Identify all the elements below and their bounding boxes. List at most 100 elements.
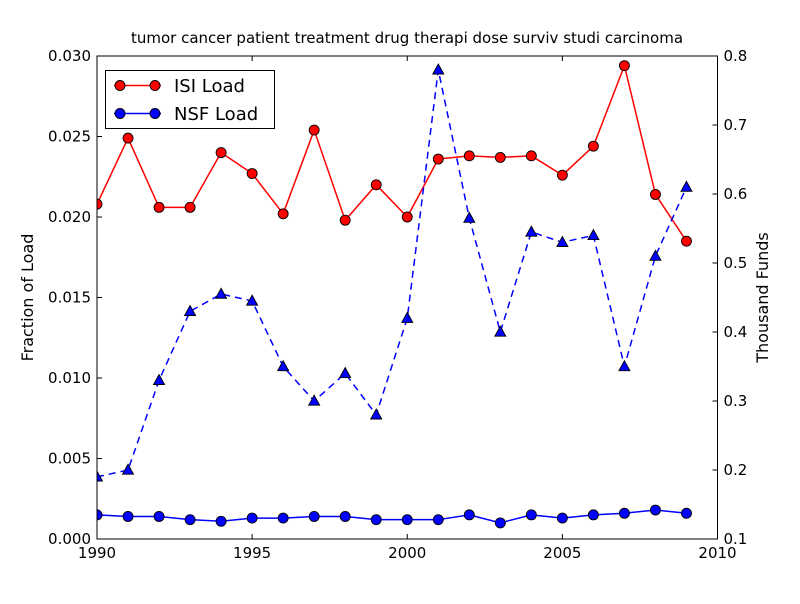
x-tick-label: 2000 [388,544,426,562]
data-point-marker [246,168,258,179]
data-point-marker [214,287,228,299]
data-point-marker [587,140,599,152]
x-tick-label: 2010 [698,544,736,562]
data-point-marker [432,514,444,526]
data-point-marker [401,514,413,526]
data-point-marker [681,235,692,247]
series-nsf-load [97,504,692,529]
data-point-marker [184,201,196,213]
data-point-marker [338,366,352,379]
data-point-marker [307,394,321,406]
x-tick-label: 1990 [78,544,116,562]
data-point-marker [556,169,568,181]
legend-marker [114,80,126,91]
y-axis-label-left: Fraction of Load [18,234,37,362]
data-point-marker [525,225,538,237]
data-point-marker [587,509,599,521]
chart-title: tumor cancer patient treatment drug ther… [131,29,683,47]
data-point-marker [681,507,692,519]
data-point-marker [463,509,475,521]
data-point-marker [97,470,104,482]
y-tick-label-left: 0.020 [48,208,91,226]
series-layer [97,60,693,529]
data-point-marker [432,153,444,165]
data-point-marker [370,179,382,191]
x-tick-label: 2005 [543,544,581,562]
y-tick-label-right: 0.3 [724,392,748,410]
series-line [97,69,688,478]
data-point-marker [308,511,320,522]
data-point-marker [152,373,166,385]
data-point-marker [494,151,506,163]
series-line [97,64,688,242]
data-point-marker [308,124,320,136]
y-tick-label-left: 0.015 [48,289,91,307]
data-point-marker [650,189,661,200]
legend-label: ISI Load [174,76,245,97]
y-tick-label-left: 0.000 [48,530,91,548]
data-point-marker [463,211,476,223]
y-tick-label-right: 0.7 [724,116,748,134]
data-point-marker [618,359,631,372]
data-point-marker [618,60,630,72]
data-point-marker [184,514,196,526]
data-point-marker [277,512,289,524]
data-point-marker [339,511,351,522]
y-tick-label-left: 0.005 [48,450,91,468]
y-tick-label-left: 0.010 [48,369,91,387]
data-point-marker [432,63,445,75]
axis-ticks: 1990 1995 2000 2005 2010 0.000 0.005 0.010 0.015… [48,47,747,562]
legend-box [105,70,275,129]
y-tick-label-right: 0.6 [724,185,748,203]
data-point-marker [525,150,537,162]
y-tick-label-right: 0.1 [724,530,748,548]
data-point-marker [153,201,165,213]
data-point-marker [494,517,506,529]
legend-marker [114,108,126,119]
data-point-marker [215,147,227,159]
data-point-marker [121,463,135,475]
data-point-marker [97,509,103,521]
legend-marker [149,108,161,119]
data-point-marker [97,198,103,210]
data-point-marker [122,511,134,522]
data-point-marker [183,304,197,316]
data-point-marker [339,214,351,226]
data-point-marker [650,504,661,516]
data-point-marker [649,249,662,261]
data-point-marker [276,359,290,372]
data-point-marker [618,507,630,519]
data-point-marker [556,512,568,524]
data-point-marker [401,211,413,223]
data-point-marker [494,325,507,337]
legend-marker [149,80,161,91]
y-tick-label-right: 0.4 [724,323,748,341]
y-tick-label-left: 0.030 [48,47,91,65]
series-isi-load [97,60,692,247]
y-tick-label-left: 0.025 [48,128,91,146]
y-axis-label-right: Thousand Funds [753,232,772,363]
x-tick-label: 1995 [233,544,271,562]
data-point-marker [277,208,289,220]
data-point-marker [463,150,475,162]
legend-label: NSF Load [174,104,258,125]
data-point-marker [369,408,383,420]
data-point-marker [525,509,537,521]
data-point-marker [245,294,259,306]
y-tick-label-right: 0.2 [724,461,748,479]
data-point-marker [153,511,165,522]
data-point-marker [587,228,600,241]
data-point-marker [215,515,227,527]
series-thousand-funds [97,63,693,482]
legend: ISI Load NSF Load [105,70,275,129]
data-point-marker [122,132,134,144]
data-point-marker [400,311,414,323]
y-tick-label-right: 0.5 [724,254,748,272]
data-point-marker [680,180,693,192]
data-point-marker [370,514,382,526]
data-point-marker [556,235,569,247]
data-point-marker [246,512,258,524]
y-tick-label-right: 0.8 [724,47,748,65]
